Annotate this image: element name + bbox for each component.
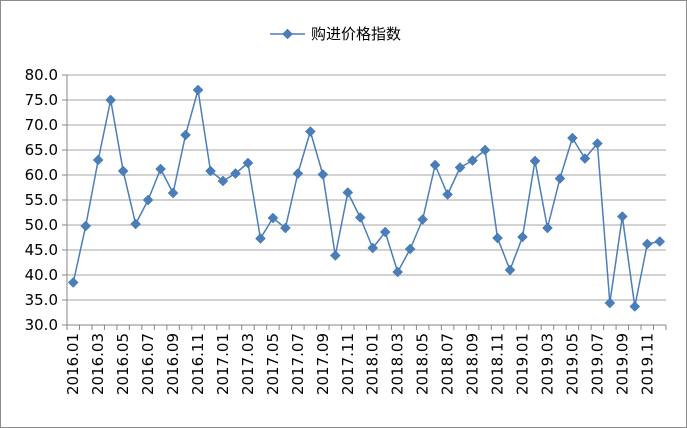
data-point (304, 126, 316, 137)
y-tick-label: 70.0 (25, 116, 58, 134)
x-tick-label: 2018.01 (364, 333, 382, 395)
x-tick-label: 2019.09 (613, 333, 631, 395)
y-tick-label: 50.0 (25, 216, 58, 234)
x-axis-tick-labels: 2016.01 2016.03 2016.05 2016.07 2016.09 2016.… (64, 333, 656, 395)
x-tick-label: 2019.11 (638, 333, 656, 395)
x-tick-label: 2016.03 (89, 333, 107, 395)
data-point (629, 301, 641, 312)
axes (62, 74, 667, 330)
x-tick-label: 2016.07 (139, 333, 157, 395)
data-point (554, 173, 566, 184)
legend-marker (282, 28, 293, 40)
x-tick-label: 2016.11 (189, 333, 207, 395)
data-point (167, 187, 179, 199)
data-point (117, 165, 129, 177)
data-point (404, 243, 416, 255)
data-point (280, 222, 291, 234)
data-point (67, 277, 79, 288)
data-point (429, 159, 441, 171)
data-point (417, 214, 429, 225)
data-point (442, 189, 453, 200)
x-tick-label: 2018.07 (439, 333, 457, 395)
data-point (267, 212, 279, 224)
data-point (592, 138, 603, 149)
data-point (641, 238, 653, 250)
x-tick-label: 2019.01 (513, 333, 531, 395)
data-point (242, 157, 254, 169)
series-layer (67, 84, 666, 312)
data-point (105, 94, 117, 106)
x-tick-label: 2017.01 (214, 333, 232, 395)
x-tick-label: 2017.09 (314, 333, 332, 395)
data-point (479, 144, 491, 156)
data-point (542, 222, 553, 234)
data-point (492, 232, 503, 244)
x-tick-label: 2017.03 (239, 333, 257, 395)
legend: 购进价格指数 (270, 25, 401, 43)
data-point (529, 155, 541, 167)
data-point (130, 218, 141, 230)
x-tick-label: 2018.03 (389, 333, 407, 395)
data-point (180, 129, 191, 141)
x-tick-label: 2017.11 (339, 333, 357, 395)
legend-entry: 购进价格指数 (311, 25, 401, 43)
data-point (230, 168, 241, 179)
data-point (354, 212, 366, 223)
data-point (92, 154, 104, 166)
series-line (72, 89, 660, 308)
y-tick-label: 30.0 (25, 316, 58, 334)
data-point (80, 220, 92, 232)
x-tick-label: 2019.07 (588, 333, 606, 395)
x-tick-label: 2018.05 (414, 333, 432, 395)
data-point (604, 297, 616, 309)
y-tick-label: 45.0 (25, 241, 58, 259)
y-axis-tick-labels: 30.0 35.0 40.0 45.0 50.0 55.0 60.0 65.0 70.0 75.0… (25, 66, 58, 334)
x-tick-label: 2018.11 (489, 333, 507, 395)
x-tick-label: 2017.07 (289, 333, 307, 395)
x-tick-label: 2019.05 (563, 333, 581, 395)
data-point (616, 211, 628, 222)
data-point (205, 165, 216, 177)
data-point (317, 169, 329, 180)
x-tick-label: 2016.05 (114, 333, 132, 395)
data-point (504, 264, 516, 276)
data-point (342, 187, 354, 198)
data-point (467, 155, 478, 166)
x-tick-label: 2016.09 (164, 333, 182, 395)
data-point (192, 84, 204, 96)
y-tick-label: 35.0 (25, 291, 58, 309)
data-point (329, 250, 341, 261)
x-tick-label: 2017.05 (264, 333, 282, 395)
data-point (454, 162, 466, 173)
y-tick-label: 80.0 (25, 66, 58, 84)
data-point (392, 266, 404, 278)
x-tick-label: 2018.09 (464, 333, 482, 395)
data-point (517, 231, 528, 243)
y-tick-label: 40.0 (25, 266, 58, 284)
data-point (579, 153, 591, 164)
y-tick-label: 55.0 (25, 191, 58, 209)
data-point (654, 236, 666, 247)
data-point (379, 226, 391, 238)
data-point (367, 242, 379, 254)
data-point (217, 175, 229, 187)
y-tick-label: 65.0 (25, 141, 58, 159)
gridlines (67, 74, 666, 301)
data-point (255, 233, 266, 244)
data-point (292, 168, 304, 179)
data-point (567, 132, 578, 144)
x-tick-label: 2016.01 (64, 333, 82, 395)
data-point (155, 163, 166, 175)
data-point (142, 194, 154, 206)
y-tick-label: 60.0 (25, 166, 58, 184)
y-tick-label: 75.0 (25, 91, 58, 109)
x-tick-label: 2019.03 (538, 333, 556, 395)
